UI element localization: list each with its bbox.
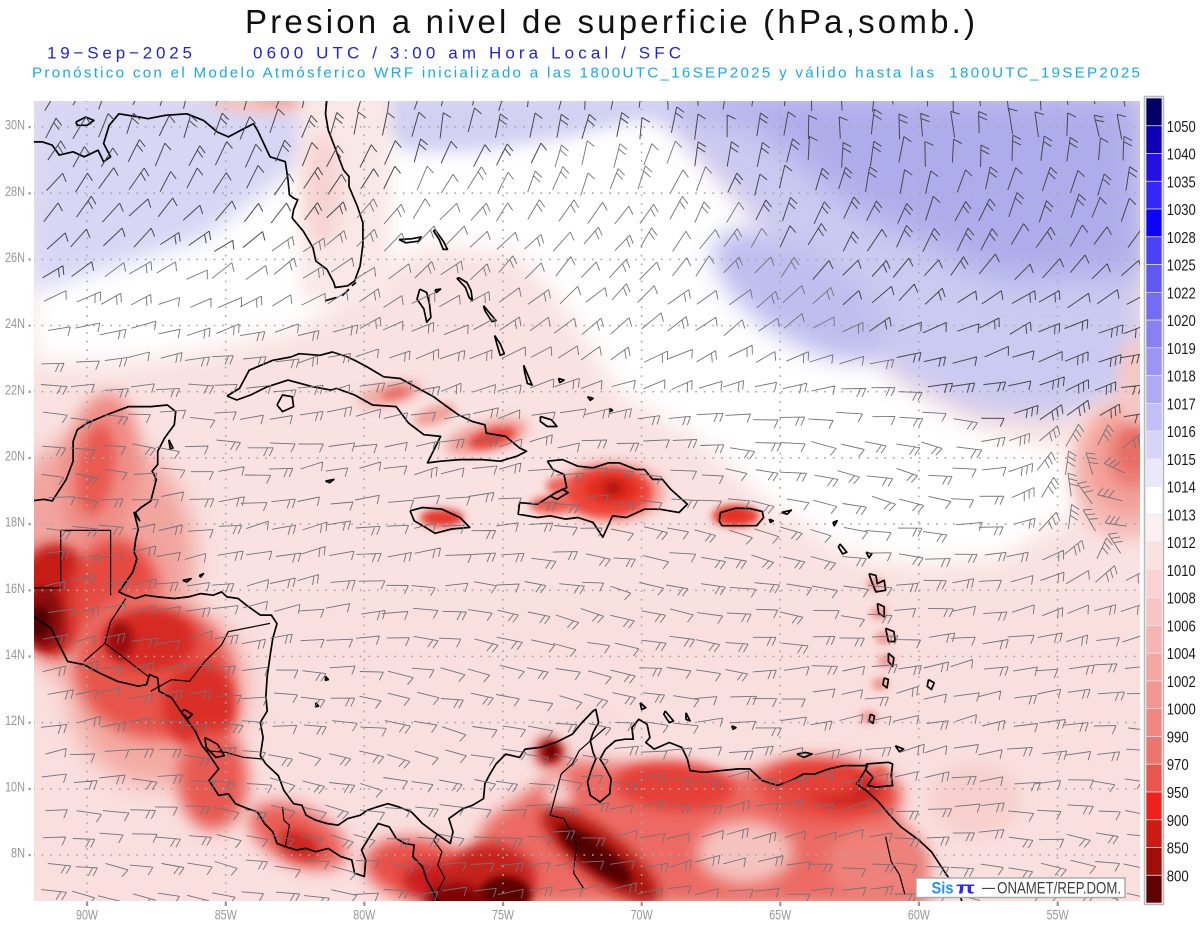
svg-text:1013: 1013 xyxy=(1167,507,1196,524)
svg-text:π: π xyxy=(956,880,976,898)
svg-text:1016: 1016 xyxy=(1167,424,1196,441)
svg-text:900: 900 xyxy=(1167,813,1189,830)
svg-text:1020: 1020 xyxy=(1167,313,1196,330)
svg-text:55W: 55W xyxy=(1047,907,1070,923)
svg-text:85W: 85W xyxy=(215,907,238,923)
svg-text:1025: 1025 xyxy=(1167,258,1196,275)
svg-text:800: 800 xyxy=(1167,868,1189,885)
svg-text:75W: 75W xyxy=(492,907,515,923)
svg-text:1028: 1028 xyxy=(1167,230,1196,247)
svg-text:1006: 1006 xyxy=(1167,618,1196,635)
svg-text:1012: 1012 xyxy=(1167,535,1196,552)
svg-text:1010: 1010 xyxy=(1167,563,1196,580)
svg-text:16N: 16N xyxy=(5,580,25,596)
svg-text:1004: 1004 xyxy=(1167,646,1196,663)
svg-text:24N: 24N xyxy=(5,315,25,331)
svg-text:22N: 22N xyxy=(5,381,25,397)
svg-text:–: – xyxy=(982,879,996,897)
svg-text:Pronóstico con el Modelo Atmós: Pronóstico con el Modelo Atmósferico WRF… xyxy=(32,65,1140,82)
svg-text:80W: 80W xyxy=(353,907,376,923)
svg-text:1015: 1015 xyxy=(1167,452,1196,469)
svg-text:990: 990 xyxy=(1167,730,1189,747)
svg-text:1019: 1019 xyxy=(1167,341,1196,358)
svg-text:8N: 8N xyxy=(11,845,25,861)
svg-text:65W: 65W xyxy=(769,907,792,923)
svg-text:20N: 20N xyxy=(5,448,25,464)
svg-text:26N: 26N xyxy=(5,249,25,265)
svg-text:19−Sep−2025: 19−Sep−2025 xyxy=(47,44,192,63)
svg-text:850: 850 xyxy=(1167,841,1189,858)
svg-text:1000: 1000 xyxy=(1167,702,1196,719)
svg-text:1002: 1002 xyxy=(1167,674,1196,691)
svg-text:0600 UTC / 3:00 am Hora Local: 0600 UTC / 3:00 am Hora Local / SFC xyxy=(253,44,681,63)
svg-text:1040: 1040 xyxy=(1167,147,1196,164)
svg-text:1018: 1018 xyxy=(1167,369,1196,386)
svg-text:70W: 70W xyxy=(631,907,654,923)
svg-text:970: 970 xyxy=(1167,757,1189,774)
svg-text:Presion a nivel de superficie: Presion a nivel de superficie (hPa,somb.… xyxy=(245,3,975,40)
svg-text:1008: 1008 xyxy=(1167,591,1196,608)
svg-text:18N: 18N xyxy=(5,514,25,530)
svg-text:1030: 1030 xyxy=(1167,202,1196,219)
svg-text:60W: 60W xyxy=(908,907,931,923)
svg-text:1017: 1017 xyxy=(1167,396,1196,413)
svg-text:Sis: Sis xyxy=(932,880,954,898)
svg-text:1035: 1035 xyxy=(1167,174,1196,191)
svg-text:10N: 10N xyxy=(5,778,25,794)
svg-text:950: 950 xyxy=(1167,785,1189,802)
svg-text:12N: 12N xyxy=(5,712,25,728)
svg-text:28N: 28N xyxy=(5,183,25,199)
svg-text:1014: 1014 xyxy=(1167,480,1196,497)
svg-text:90W: 90W xyxy=(76,907,99,923)
svg-text:ONAMET/REP.DOM.: ONAMET/REP.DOM. xyxy=(994,880,1122,898)
svg-text:1022: 1022 xyxy=(1167,285,1196,302)
svg-text:30N: 30N xyxy=(5,117,25,133)
svg-text:1050: 1050 xyxy=(1167,119,1196,136)
svg-text:14N: 14N xyxy=(5,646,25,662)
